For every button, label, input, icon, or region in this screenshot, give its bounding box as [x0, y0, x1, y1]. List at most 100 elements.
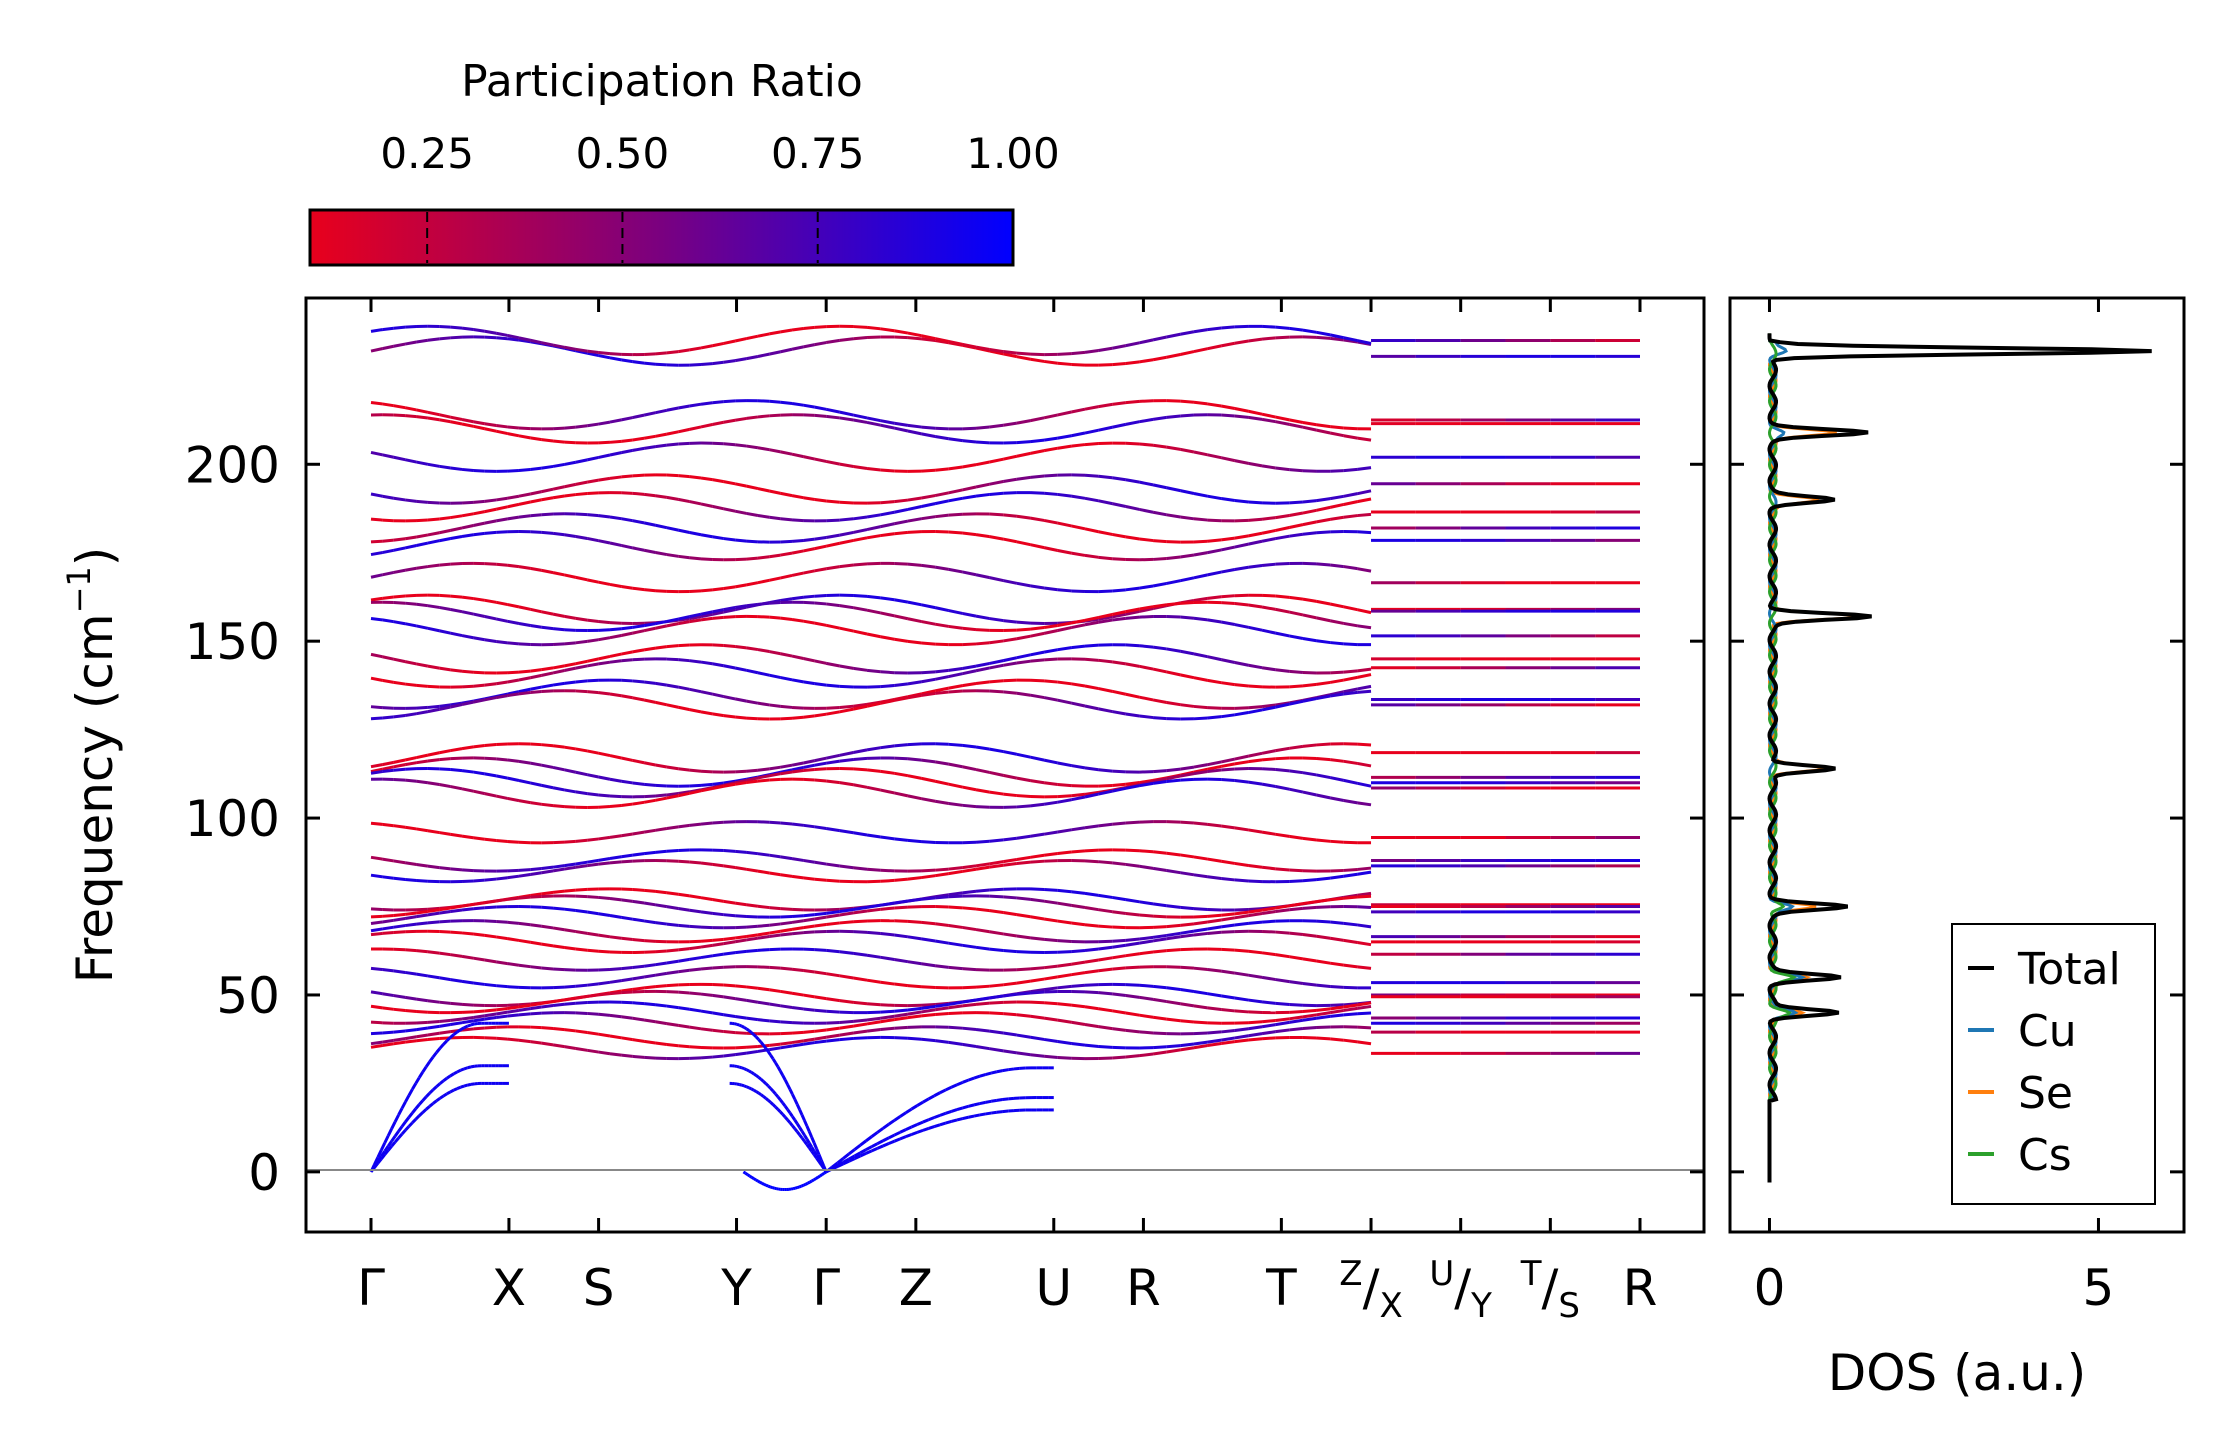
band-segment: [518, 1012, 531, 1017]
band-segment: [1003, 1012, 1018, 1017]
band-segment: [575, 994, 588, 1000]
band-segment: [678, 643, 690, 648]
band-segment: [552, 426, 565, 431]
band-segment: [689, 708, 702, 714]
band-segment: [1057, 352, 1072, 356]
band-segment: [495, 774, 508, 780]
band-segment: [689, 924, 702, 929]
band-segment: [427, 1020, 440, 1024]
band-segment: [1220, 713, 1236, 719]
acoustic-branch: [812, 1142, 818, 1150]
band-segment: [632, 781, 645, 786]
band-segment: [934, 939, 950, 945]
y-tick-label: 0: [248, 1144, 280, 1202]
band-segment: [450, 1001, 463, 1006]
acoustic-branch: [962, 1078, 969, 1084]
band-segment: [825, 910, 841, 915]
band-segment: [1166, 774, 1181, 781]
acoustic-branch: [390, 1121, 397, 1130]
band-segment: [1302, 499, 1317, 504]
band-segment: [948, 437, 963, 443]
band-segment: [1357, 1004, 1372, 1010]
band-segment: [962, 1026, 977, 1031]
band-segment: [598, 620, 611, 625]
band-segment: [780, 932, 793, 937]
band-segment: [757, 852, 770, 857]
band-segment: [894, 982, 909, 988]
band-segment: [1030, 543, 1045, 550]
band-segment: [1261, 605, 1276, 611]
band-segment: [1166, 1044, 1181, 1049]
band-segment: [416, 1020, 428, 1025]
band-segment: [1152, 1050, 1167, 1056]
band-segment: [461, 1016, 474, 1021]
acoustic-branch: [996, 1069, 1003, 1074]
band-segment: [382, 918, 394, 924]
dos-curves: [1767, 333, 2152, 1183]
band-segment: [1043, 623, 1058, 629]
acoustic-branch: [933, 1091, 941, 1098]
band-segment: [780, 616, 793, 621]
band-segment: [473, 1026, 485, 1031]
band-segment: [1071, 701, 1086, 708]
band-segment: [1193, 873, 1208, 879]
band-segment: [1220, 762, 1236, 768]
band-segment: [1125, 941, 1140, 947]
band-segment: [382, 822, 394, 828]
band-segment: [975, 945, 990, 951]
band-segment: [598, 992, 611, 997]
band-segment: [1289, 834, 1304, 840]
band-segment: [989, 535, 1004, 541]
band-segment: [723, 399, 736, 404]
band-segment: [1261, 749, 1276, 755]
band-segment: [1220, 1040, 1236, 1045]
band-segment: [712, 820, 724, 825]
band-segment: [404, 1035, 417, 1041]
band-segment: [989, 747, 1004, 754]
band-segment: [438, 528, 451, 535]
band-segment: [689, 425, 702, 431]
acoustic-branch: [796, 1185, 800, 1190]
band-segment: [934, 499, 950, 506]
band-segment: [1288, 610, 1304, 617]
band-segment: [757, 767, 770, 772]
band-segment: [757, 869, 770, 875]
band-segment: [814, 911, 827, 917]
band-segment: [1180, 649, 1195, 656]
band-segment: [586, 1031, 599, 1036]
band-segment: [769, 703, 781, 708]
band-segment: [935, 642, 949, 647]
colorbar-tick-label: 1.00: [966, 129, 1060, 178]
band-segment: [1180, 922, 1195, 927]
band-segment: [1248, 531, 1263, 538]
band-segment: [541, 610, 554, 616]
band-segment: [803, 1007, 815, 1012]
band-segment: [1003, 862, 1018, 867]
band-segment: [1016, 634, 1031, 641]
band-segment: [495, 424, 508, 429]
band-segment: [1248, 949, 1263, 955]
band-segment: [1057, 1040, 1072, 1045]
band-segment: [518, 1038, 531, 1044]
band-segment: [1030, 859, 1045, 864]
band-segment: [689, 615, 702, 621]
band-segment: [1071, 589, 1086, 594]
band-segment: [948, 1000, 963, 1006]
band-segment: [921, 874, 936, 880]
acoustic-branch: [752, 1177, 757, 1182]
band-segment: [1057, 434, 1072, 440]
band-segment: [880, 468, 895, 473]
band-segment: [666, 526, 679, 532]
band-segment: [450, 420, 463, 426]
band-segment: [1098, 613, 1113, 619]
band-segment: [621, 491, 633, 495]
band-segment: [934, 606, 950, 613]
band-segment: [1098, 530, 1113, 536]
band-segment: [1289, 511, 1304, 517]
band-segment: [450, 904, 463, 910]
band-segment: [609, 914, 622, 919]
band-segment: [700, 861, 713, 866]
band-segment: [598, 660, 611, 666]
band-segment: [1166, 353, 1181, 359]
band-segment: [609, 634, 622, 640]
